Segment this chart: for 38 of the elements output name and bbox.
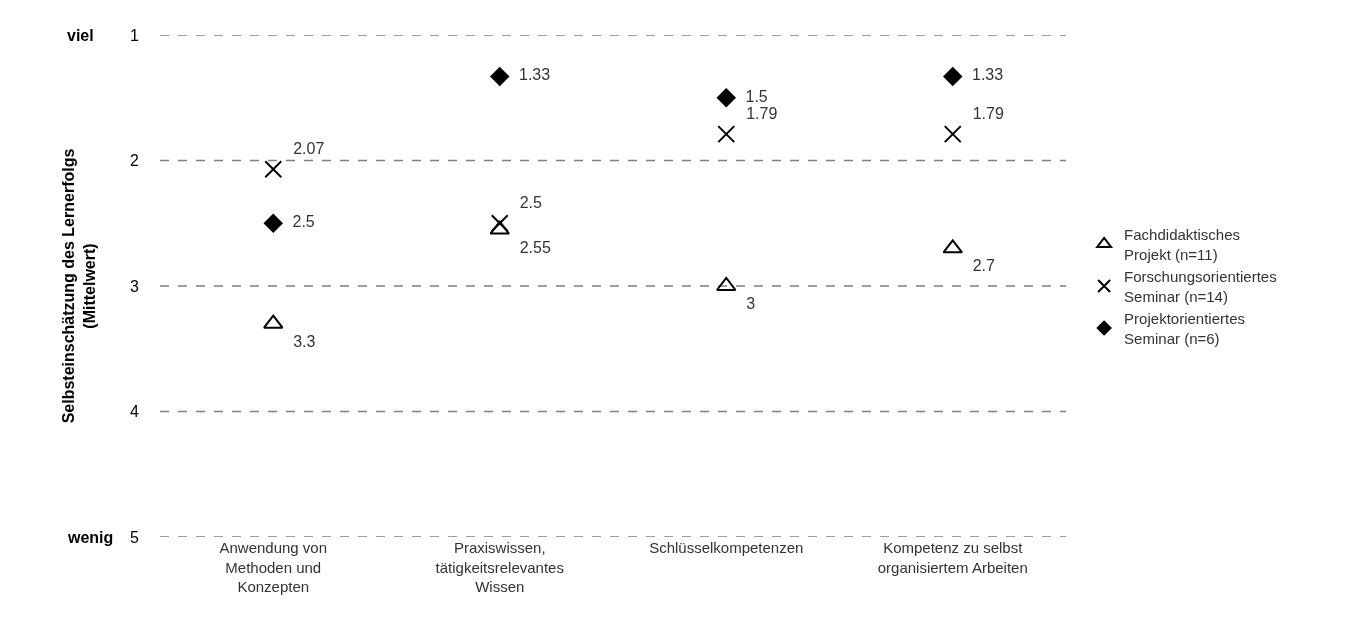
y-axis-title: Selbsteinschätzung des Lernerfolgs (Mittelwert) bbox=[60, 148, 98, 424]
y-tick-label: 2 bbox=[130, 152, 140, 170]
point bbox=[263, 213, 283, 233]
x-tick-label: Anwendung von Methoden und Konzepten bbox=[219, 539, 328, 595]
point bbox=[263, 314, 284, 329]
data-label: 2.55 bbox=[510, 238, 551, 256]
legend-label: Forschungsorientiertes Seminar (n=14) bbox=[1124, 268, 1277, 305]
point bbox=[717, 125, 736, 144]
data-label: 1.79 bbox=[737, 105, 778, 123]
data-label: 3.3 bbox=[284, 332, 316, 350]
data-label: 3 bbox=[737, 295, 756, 312]
point bbox=[489, 220, 510, 235]
point bbox=[490, 214, 509, 233]
data-label: 1.79 bbox=[963, 105, 1004, 123]
data-label: 2.5 bbox=[283, 213, 315, 231]
point bbox=[716, 88, 736, 108]
point bbox=[943, 66, 963, 87]
data-label: 2.7 bbox=[963, 257, 995, 275]
data-label: 2.07 bbox=[284, 140, 325, 158]
text: viel bbox=[67, 27, 94, 44]
data-label: 1.33 bbox=[963, 66, 1004, 84]
point bbox=[943, 125, 962, 144]
data-label: 2.5 bbox=[510, 194, 542, 212]
point bbox=[490, 66, 510, 87]
legend-label: Fachdidaktisches Projekt (n=11) bbox=[1124, 226, 1241, 263]
point bbox=[264, 160, 283, 179]
data-label: 1.5 bbox=[736, 87, 768, 105]
y-tick-label: 4 bbox=[130, 403, 140, 421]
x-tick-label: Praxiswissen, tätigkeitsrelevantes Wissen bbox=[435, 539, 564, 595]
y-tick-label: 1 bbox=[130, 26, 140, 44]
x-tick-label: Schlüsselkompetenzen bbox=[649, 539, 804, 556]
x-tick-label: Kompetenz zu selbst organisiertem Arbeiten bbox=[877, 539, 1028, 576]
text: wenig bbox=[67, 529, 114, 546]
y-tick-label: 3 bbox=[130, 277, 140, 295]
data-label: 1.33 bbox=[510, 66, 551, 84]
legend-label: Projektorientiertes Seminar (n=6) bbox=[1124, 310, 1246, 347]
point bbox=[942, 239, 963, 254]
y-tick-label: 5 bbox=[130, 528, 140, 546]
